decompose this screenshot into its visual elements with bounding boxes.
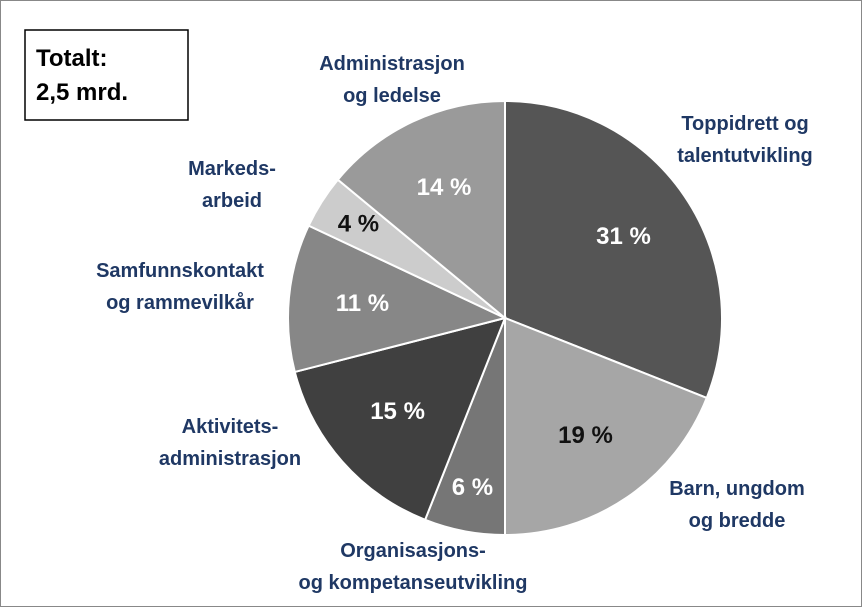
value-label: 14 % (417, 174, 472, 201)
text-line: Barn, ungdom (669, 478, 805, 500)
text-line: Toppidrett og (681, 113, 808, 135)
total-box (24, 29, 189, 121)
category-label: Barn, ungdom og bredde (669, 478, 805, 532)
category-label: Toppidrett og talentutvikling (677, 113, 813, 167)
category-label: Administrasjon og ledelse (319, 53, 465, 107)
text-line: arbeid (202, 190, 262, 212)
text-line: Samfunnskontakt (96, 260, 264, 282)
text-line: 2,5 mrd. (36, 79, 128, 106)
category-label: Aktivitets-administrasjon (159, 416, 301, 470)
text-line: Aktivitets- (182, 416, 279, 438)
value-label: 6 % (452, 474, 493, 501)
text-line: og kompetanseutvikling (299, 572, 528, 594)
value-label: 19 % (558, 422, 613, 449)
value-label: 15 % (370, 398, 425, 425)
pie-slice (504, 316, 709, 537)
value-label: 31 % (596, 223, 651, 250)
text-line: Markeds- (188, 158, 276, 180)
text-line: talentutvikling (677, 145, 813, 167)
value-label: 4 % (338, 210, 379, 237)
pie-slice (293, 316, 507, 522)
annotation: Totalt: 2,5 mrd. (36, 45, 128, 106)
text-line: og rammevilkår (106, 291, 254, 314)
value-label: 11 % (336, 290, 389, 317)
pie-slice (336, 99, 506, 321)
text-line: Totalt: (36, 45, 108, 72)
pie-slice (504, 99, 723, 400)
category-label: Markeds-arbeid (188, 158, 276, 212)
text-line: Administrasjon (319, 53, 465, 75)
text-line: Organisasjons- (340, 540, 486, 562)
category-label: Organisasjons-og kompetanseutvikling (299, 540, 528, 594)
category-label: Samfunnskontakt og rammevilkår (96, 260, 264, 314)
pie-slice (287, 224, 508, 374)
text-line: og ledelse (343, 85, 441, 107)
text-line: og bredde (689, 510, 786, 532)
text-line: administrasjon (159, 448, 301, 470)
